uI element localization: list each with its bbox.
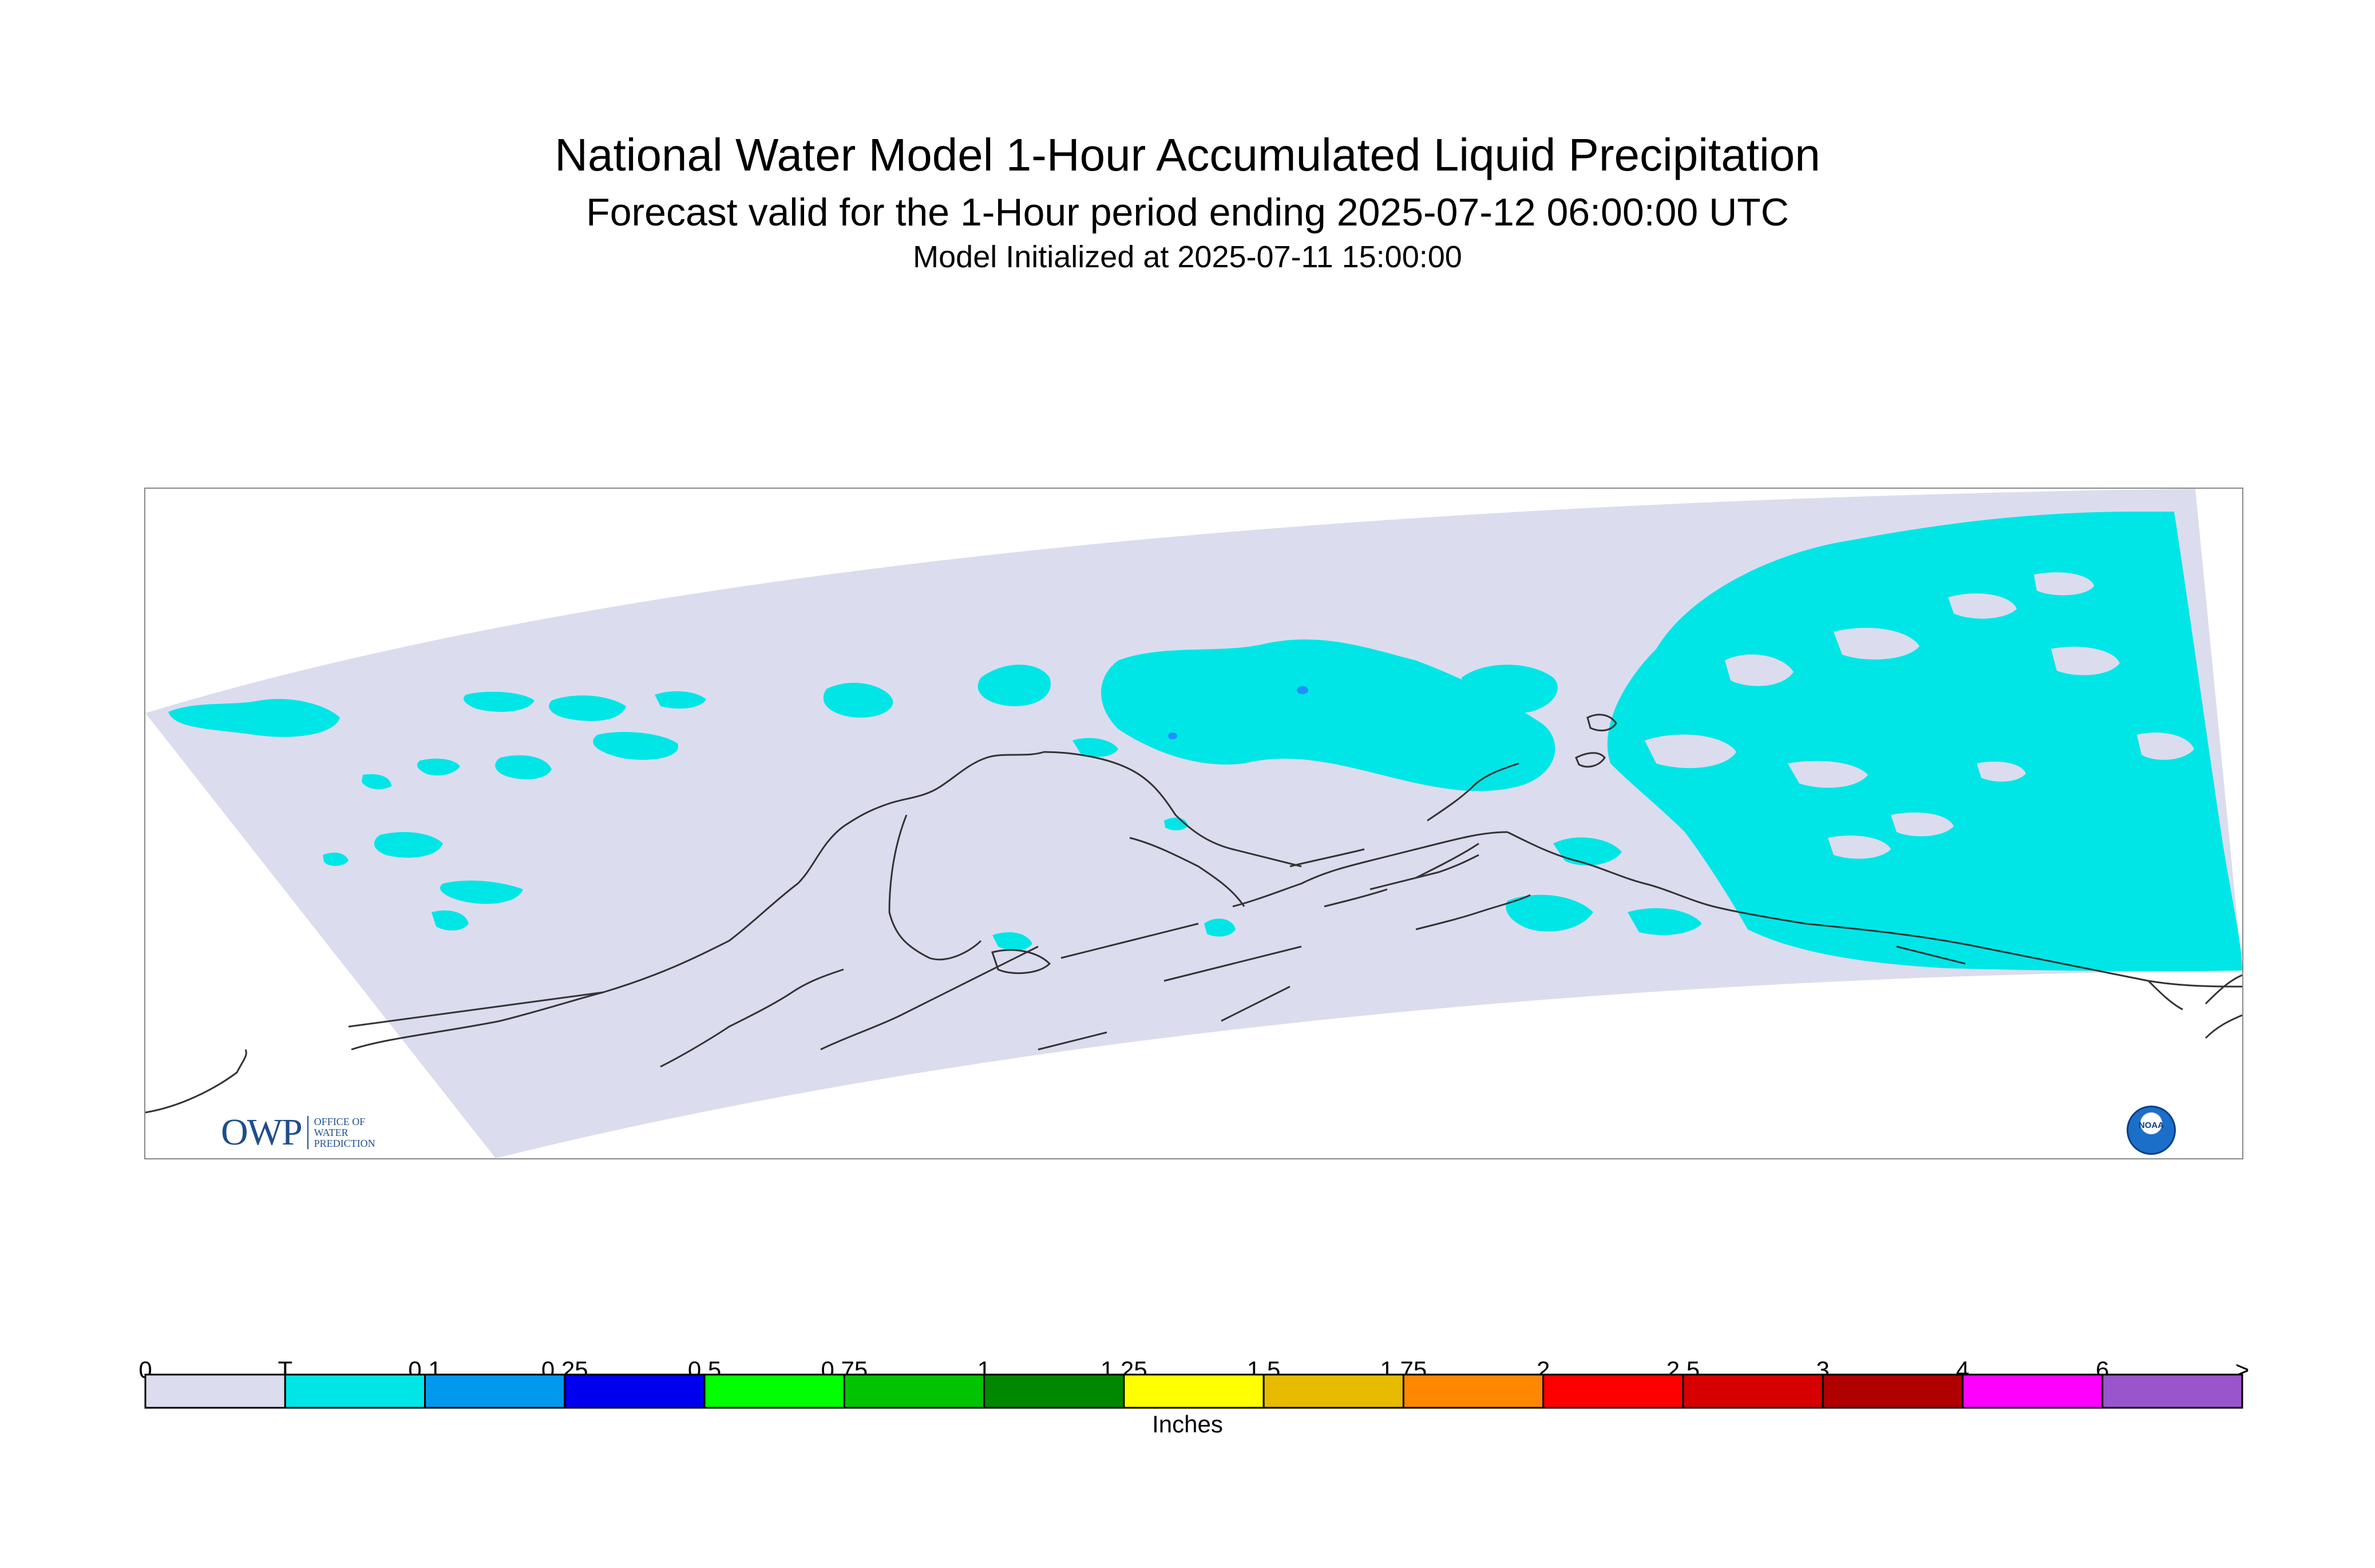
map-subtitle: Forecast valid for the 1-Hour period end… — [586, 191, 1789, 234]
owp-logo-mark: OWP — [221, 1111, 303, 1153]
model-init-line: Model Initialized at 2025-07-11 15:00:00 — [913, 240, 1462, 274]
legend-bin-6 — [983, 1373, 1125, 1409]
legend-bin-4 — [703, 1373, 845, 1409]
precip-legend: 0 T 0.1 0.25 0.5 0.75 1 1.25 1.5 1.75 2 2.5 3 4 6 > — [138, 1356, 2249, 1448]
legend-bin-13 — [1961, 1373, 2104, 1409]
no-precip-gaps — [1645, 572, 2194, 859]
legend-units-label: Inches — [1152, 1411, 1223, 1438]
owp-logo-line3: PREDICTION — [314, 1137, 375, 1149]
owp-logo-divider — [307, 1116, 308, 1149]
legend-bin-0 — [144, 1373, 286, 1409]
map-panel: OWP OFFICE OF WATER PREDICTION NOAA — [144, 488, 2243, 1159]
owp-logo: OWP OFFICE OF WATER PREDICTION — [221, 1111, 375, 1153]
legend-bin-9 — [1402, 1373, 1545, 1409]
legend-bin-8 — [1262, 1373, 1404, 1409]
precip-map — [145, 489, 2242, 1158]
noaa-logo-text: NOAA — [2138, 1120, 2164, 1130]
light-precip-spots — [1168, 686, 1308, 739]
legend-bin-14 — [2101, 1373, 2243, 1409]
legend-bin-2 — [424, 1373, 566, 1409]
owp-logo-line1: OFFICE OF — [314, 1115, 366, 1127]
map-title: National Water Model 1-Hour Accumulated … — [555, 129, 1820, 180]
legend-bin-12 — [1822, 1373, 1964, 1409]
coastlines — [145, 714, 2242, 1114]
noaa-logo: NOAA — [2127, 1106, 2176, 1155]
legend-bin-1 — [284, 1373, 426, 1409]
legend-bin-7 — [1123, 1373, 1265, 1409]
legend-bin-10 — [1542, 1373, 1684, 1409]
legend-colorbar — [144, 1373, 2243, 1409]
trace-precip-areas — [168, 512, 2242, 972]
owp-logo-text: OFFICE OF WATER PREDICTION — [314, 1116, 375, 1149]
legend-bin-3 — [564, 1373, 706, 1409]
owp-logo-line2: WATER — [314, 1126, 349, 1138]
legend-bin-5 — [843, 1373, 985, 1409]
legend-bin-11 — [1682, 1373, 1824, 1409]
